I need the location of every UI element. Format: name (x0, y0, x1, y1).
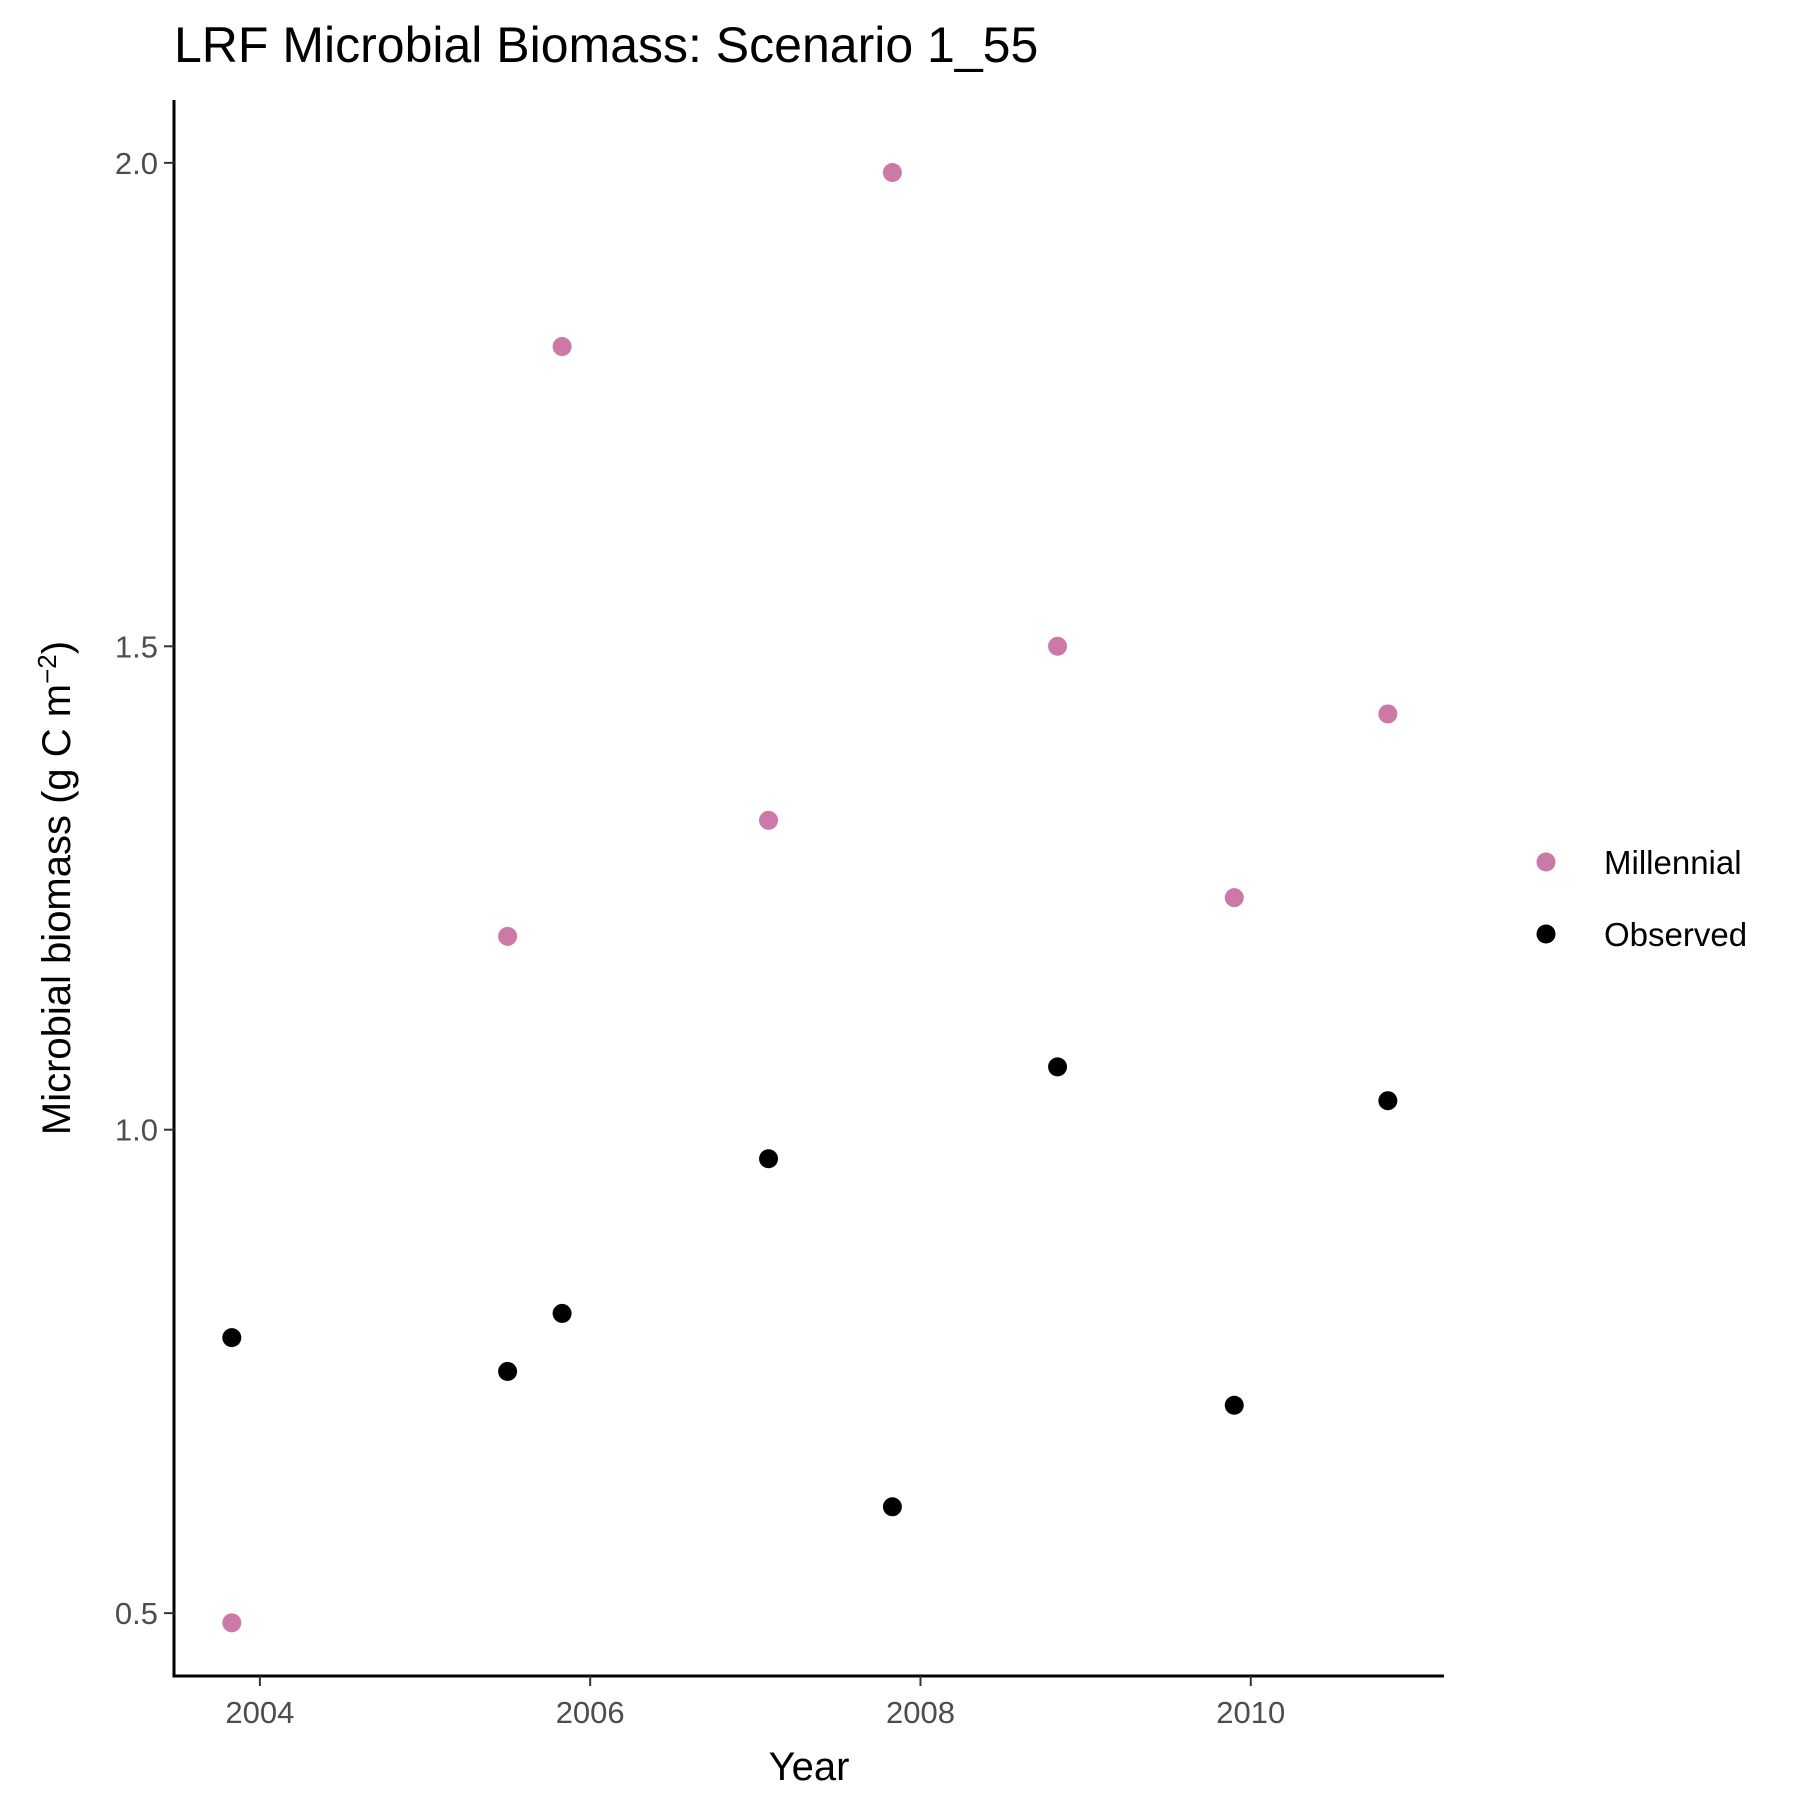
observed-point (1378, 1091, 1398, 1111)
legend-key-millennial (1536, 852, 1556, 872)
x-axis-title: Year (769, 1745, 850, 1789)
observed-point (882, 1497, 902, 1517)
y-axis-title-main: Microbial biomass (g C m (35, 684, 79, 1135)
observed-point (498, 1361, 518, 1381)
y-axis-title: Microbial biomass (g C m−2) (32, 641, 79, 1135)
y-axis-title-suffix: ) (35, 641, 79, 654)
y-tick-label: 1.5 (115, 629, 158, 664)
y-tick-label: 0.5 (115, 1596, 158, 1631)
observed-point (1048, 1057, 1068, 1077)
x-tick-label: 2004 (225, 1695, 294, 1730)
millennial-point (498, 926, 518, 946)
y-axis-ticks: 0.5 1.0 1.5 2.0 (115, 146, 174, 1631)
millennial-point (1224, 888, 1244, 908)
observed-point (552, 1303, 572, 1323)
millennial-point (1048, 636, 1068, 656)
millennial-point (759, 810, 779, 830)
observed-point (222, 1328, 242, 1348)
y-axis-title-superscript: −2 (32, 654, 62, 684)
legend-label-observed: Observed (1604, 916, 1747, 953)
x-tick-label: 2008 (886, 1695, 955, 1730)
x-axis-ticks: 2004 2006 2008 2010 (225, 1676, 1285, 1730)
millennial-point (552, 337, 572, 357)
y-tick-label: 2.0 (115, 146, 158, 181)
millennial-point (222, 1613, 242, 1633)
legend-key-observed (1536, 924, 1556, 944)
x-tick-label: 2006 (556, 1695, 625, 1730)
legend: Millennial Observed (1536, 844, 1747, 953)
x-tick-label: 2010 (1216, 1695, 1285, 1730)
observed-point (759, 1149, 779, 1169)
millennial-point (1378, 704, 1398, 724)
legend-label-millennial: Millennial (1604, 844, 1742, 881)
y-tick-label: 1.0 (115, 1113, 158, 1148)
data-points (222, 163, 1398, 1633)
millennial-point (882, 163, 902, 183)
chart-title: LRF Microbial Biomass: Scenario 1_55 (174, 17, 1038, 73)
observed-point (1224, 1395, 1244, 1415)
